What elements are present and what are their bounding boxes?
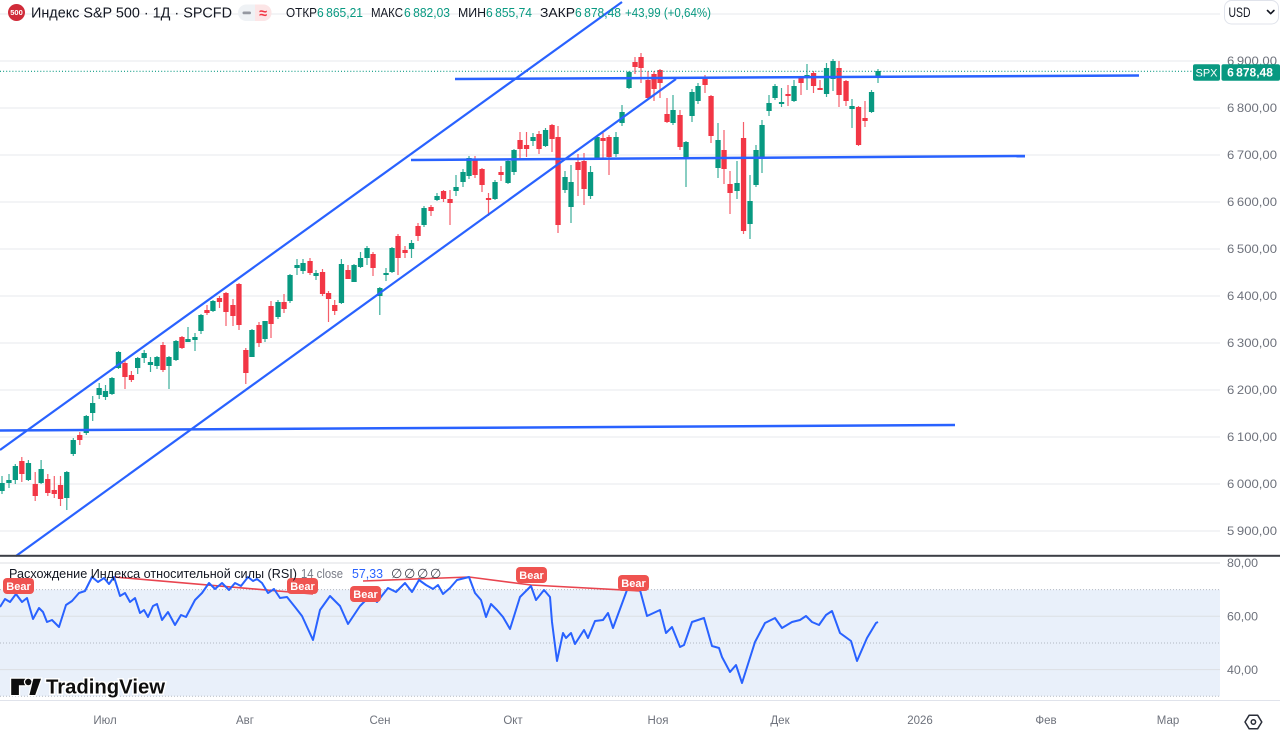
svg-text:6 882,03: 6 882,03	[404, 5, 450, 20]
svg-text:Bear: Bear	[6, 581, 31, 593]
svg-text:Bear: Bear	[290, 581, 315, 593]
svg-text:SPX: SPX	[1195, 68, 1218, 80]
svg-text:6 300,00: 6 300,00	[1227, 336, 1277, 350]
svg-text:∅: ∅	[404, 566, 415, 581]
svg-text:Сен: Сен	[369, 715, 390, 727]
svg-text:TradingView: TradingView	[46, 677, 165, 699]
svg-text:60,00: 60,00	[1227, 610, 1258, 624]
svg-text:МИН: МИН	[458, 5, 486, 20]
svg-text:Индекс S&P 500 · 1Д · SPCFD: Индекс S&P 500 · 1Д · SPCFD	[31, 5, 232, 22]
svg-text:80,00: 80,00	[1227, 556, 1258, 570]
svg-text:6 800,00: 6 800,00	[1227, 101, 1277, 115]
svg-text:5 900,00: 5 900,00	[1227, 524, 1277, 538]
svg-text:ОТКР: ОТКР	[286, 5, 317, 20]
svg-text:Расхождение Индекса относитель: Расхождение Индекса относительной силы (…	[9, 566, 297, 581]
svg-text:6 878,48: 6 878,48	[575, 5, 621, 20]
svg-text:∅: ∅	[417, 566, 428, 581]
svg-text:6 500,00: 6 500,00	[1227, 242, 1277, 256]
svg-text:ЗАКР: ЗАКР	[540, 5, 575, 20]
svg-text:Bear: Bear	[621, 578, 646, 590]
svg-text:2026: 2026	[907, 715, 933, 727]
svg-text:Bear: Bear	[353, 589, 378, 601]
svg-text:Фев: Фев	[1035, 715, 1056, 727]
svg-text:40,00: 40,00	[1227, 663, 1258, 677]
svg-text:Июл: Июл	[93, 715, 116, 727]
svg-text:∅: ∅	[430, 566, 441, 581]
svg-text:500: 500	[10, 8, 23, 17]
svg-text:МАКС: МАКС	[371, 5, 403, 20]
svg-text:Мар: Мар	[1157, 715, 1180, 727]
svg-text:∅: ∅	[391, 566, 402, 581]
svg-text:6 865,21: 6 865,21	[317, 5, 363, 20]
svg-text:Bear: Bear	[519, 570, 544, 582]
svg-text:14 close: 14 close	[301, 566, 343, 581]
svg-text:6 600,00: 6 600,00	[1227, 195, 1277, 209]
svg-text:6 700,00: 6 700,00	[1227, 148, 1277, 162]
svg-text:+43,99 (+0,64%): +43,99 (+0,64%)	[625, 5, 711, 20]
svg-text:6 878,48: 6 878,48	[1227, 66, 1273, 80]
svg-text:6 100,00: 6 100,00	[1227, 430, 1277, 444]
svg-text:6 855,74: 6 855,74	[486, 5, 532, 20]
svg-text:Окт: Окт	[503, 715, 523, 727]
svg-text:Дек: Дек	[770, 715, 790, 727]
svg-text:Ноя: Ноя	[648, 715, 669, 727]
svg-text:Авг: Авг	[236, 715, 254, 727]
svg-text:6 400,00: 6 400,00	[1227, 289, 1277, 303]
svg-text:6 000,00: 6 000,00	[1227, 477, 1277, 491]
svg-text:6 200,00: 6 200,00	[1227, 383, 1277, 397]
svg-text:≈: ≈	[259, 6, 267, 22]
svg-text:USD: USD	[1229, 5, 1251, 20]
svg-text:57,33: 57,33	[352, 566, 383, 581]
